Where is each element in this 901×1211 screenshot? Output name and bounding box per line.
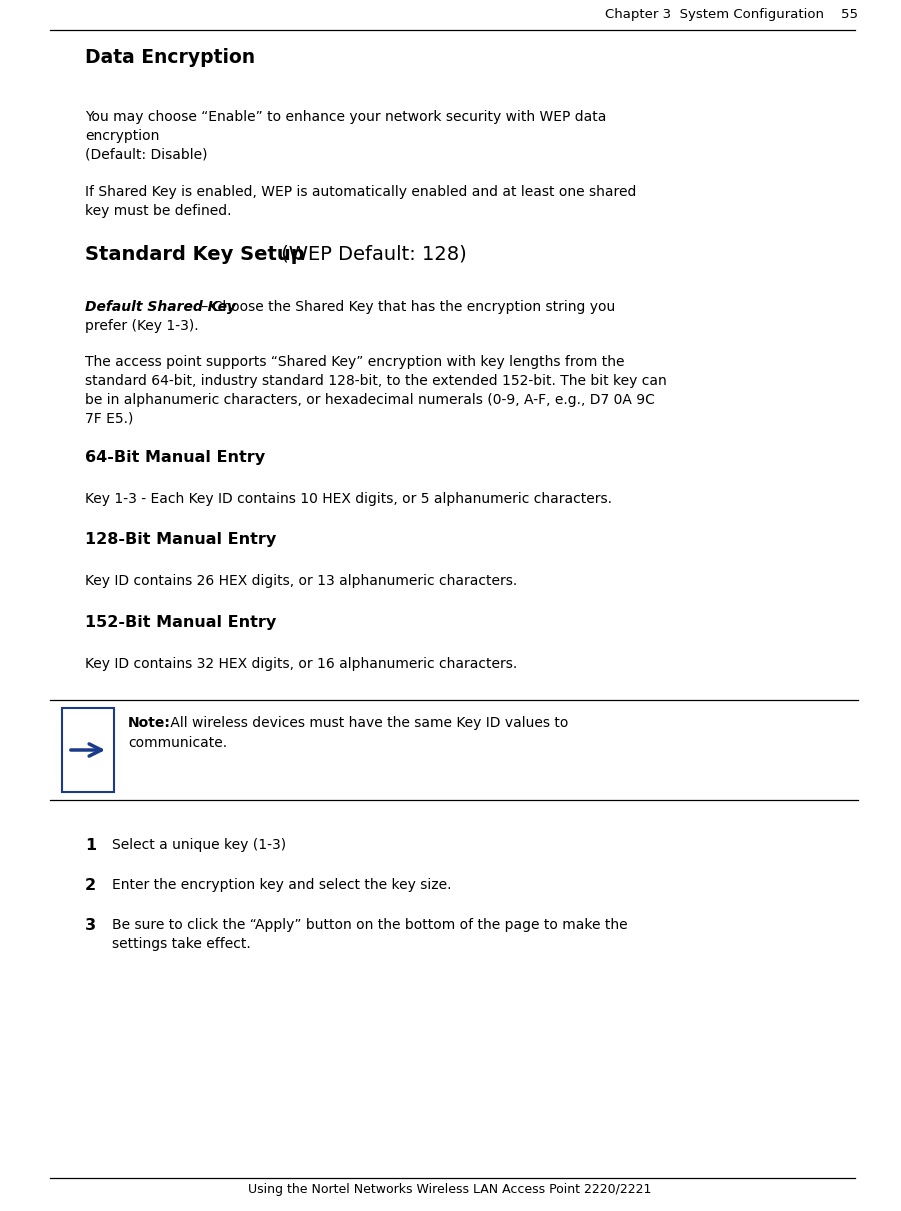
Text: be in alphanumeric characters, or hexadecimal numerals (0-9, A-F, e.g., D7 0A 9C: be in alphanumeric characters, or hexade… <box>85 394 655 407</box>
Text: Key 1-3 - Each Key ID contains 10 HEX digits, or 5 alphanumeric characters.: Key 1-3 - Each Key ID contains 10 HEX di… <box>85 492 612 506</box>
Text: 3: 3 <box>85 918 96 932</box>
Text: 128-Bit Manual Entry: 128-Bit Manual Entry <box>85 532 277 547</box>
Text: Key ID contains 32 HEX digits, or 16 alphanumeric characters.: Key ID contains 32 HEX digits, or 16 alp… <box>85 658 517 671</box>
Text: 2: 2 <box>85 878 96 893</box>
Text: settings take effect.: settings take effect. <box>112 937 250 951</box>
Text: – Choose the Shared Key that has the encryption string you: – Choose the Shared Key that has the enc… <box>197 300 615 314</box>
Text: 152-Bit Manual Entry: 152-Bit Manual Entry <box>85 615 277 630</box>
Text: Using the Nortel Networks Wireless LAN Access Point 2220/2221: Using the Nortel Networks Wireless LAN A… <box>249 1183 651 1196</box>
Text: standard 64-bit, industry standard 128-bit, to the extended 152-bit. The bit key: standard 64-bit, industry standard 128-b… <box>85 374 667 388</box>
Text: 1: 1 <box>85 838 96 853</box>
Text: communicate.: communicate. <box>128 736 227 750</box>
Text: prefer (Key 1-3).: prefer (Key 1-3). <box>85 318 198 333</box>
Text: Be sure to click the “Apply” button on the bottom of the page to make the: Be sure to click the “Apply” button on t… <box>112 918 628 932</box>
Text: key must be defined.: key must be defined. <box>85 203 232 218</box>
Text: 7F E5.): 7F E5.) <box>85 412 133 426</box>
Text: (WEP Default: 128): (WEP Default: 128) <box>275 245 467 264</box>
Text: Standard Key Setup: Standard Key Setup <box>85 245 305 264</box>
Text: Chapter 3  System Configuration    55: Chapter 3 System Configuration 55 <box>605 8 858 21</box>
Text: Data Encryption: Data Encryption <box>85 48 255 67</box>
Text: Default Shared Key: Default Shared Key <box>85 300 236 314</box>
Text: Note:: Note: <box>128 716 171 730</box>
Text: encryption: encryption <box>85 130 159 143</box>
Text: Select a unique key (1-3): Select a unique key (1-3) <box>112 838 287 853</box>
Text: Enter the encryption key and select the key size.: Enter the encryption key and select the … <box>112 878 451 893</box>
Text: Key ID contains 26 HEX digits, or 13 alphanumeric characters.: Key ID contains 26 HEX digits, or 13 alp… <box>85 574 517 589</box>
Text: 64-Bit Manual Entry: 64-Bit Manual Entry <box>85 450 265 465</box>
Text: If Shared Key is enabled, WEP is automatically enabled and at least one shared: If Shared Key is enabled, WEP is automat… <box>85 185 636 199</box>
Text: The access point supports “Shared Key” encryption with key lengths from the: The access point supports “Shared Key” e… <box>85 355 624 369</box>
Text: (Default: Disable): (Default: Disable) <box>85 148 207 162</box>
Bar <box>62 708 114 792</box>
Text: All wireless devices must have the same Key ID values to: All wireless devices must have the same … <box>166 716 569 730</box>
Text: You may choose “Enable” to enhance your network security with WEP data: You may choose “Enable” to enhance your … <box>85 110 606 124</box>
